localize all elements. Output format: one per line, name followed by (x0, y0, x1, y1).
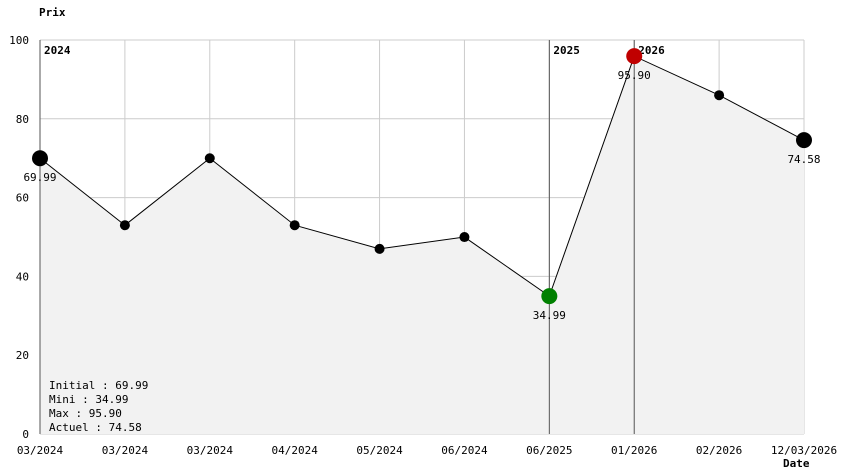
price-area-fill (40, 56, 804, 435)
min-point (541, 288, 558, 305)
x-tick-label: 06/2024 (441, 444, 488, 457)
x-tick-label: 05/2024 (356, 444, 403, 457)
year-label: 2025 (553, 44, 580, 57)
legend-entry: Max : 95.90 (49, 407, 122, 420)
year-label: 2026 (638, 44, 665, 57)
x-tick-label: 03/2024 (187, 444, 234, 457)
data-point (204, 153, 215, 164)
axes: 0 20 40 60 80 100 03/2024 03/2024 03/2024 04/2024… (9, 34, 837, 457)
x-axis-title: Date (783, 457, 810, 470)
data-point (289, 220, 300, 231)
data-point (714, 90, 725, 101)
point-value-label: 95.90 (618, 69, 651, 82)
year-markers: 2024 2025 2026 (39, 40, 665, 434)
y-tick-label: 60 (16, 192, 29, 205)
data-point (374, 243, 385, 254)
y-axis-title: Prix (39, 6, 66, 19)
x-tick-label: 04/2024 (271, 444, 318, 457)
x-tick-label: 03/2024 (17, 444, 64, 457)
legend-entry: Mini : 34.99 (49, 393, 128, 406)
x-tick-label: 06/2025 (526, 444, 572, 457)
data-point (119, 220, 130, 231)
legend-entry: Actuel : 74.58 (49, 421, 142, 434)
data-labels: 69.99 34.99 95.90 74.58 (23, 69, 820, 322)
point-value-label: 34.99 (533, 309, 566, 322)
legend-entry: Initial : 69.99 (49, 379, 148, 392)
y-tick-label: 100 (9, 34, 29, 47)
x-tick-label: 12/03/2026 (771, 444, 837, 457)
x-tick-label: 03/2024 (102, 444, 149, 457)
x-tick-label: 01/2026 (611, 444, 657, 457)
y-tick-label: 20 (16, 349, 29, 362)
y-tick-label: 40 (16, 270, 29, 283)
y-tick-label: 0 (22, 428, 29, 441)
endpoint (796, 132, 812, 149)
data-points (32, 48, 812, 305)
x-tick-label: 02/2026 (696, 444, 742, 457)
endpoint (32, 150, 48, 167)
price-line (39, 55, 805, 297)
max-point (626, 48, 643, 65)
year-label: 2024 (44, 44, 71, 57)
point-value-label: 74.58 (787, 153, 820, 166)
point-value-label: 69.99 (23, 171, 56, 184)
y-tick-label: 80 (16, 113, 29, 126)
data-point (459, 232, 470, 243)
